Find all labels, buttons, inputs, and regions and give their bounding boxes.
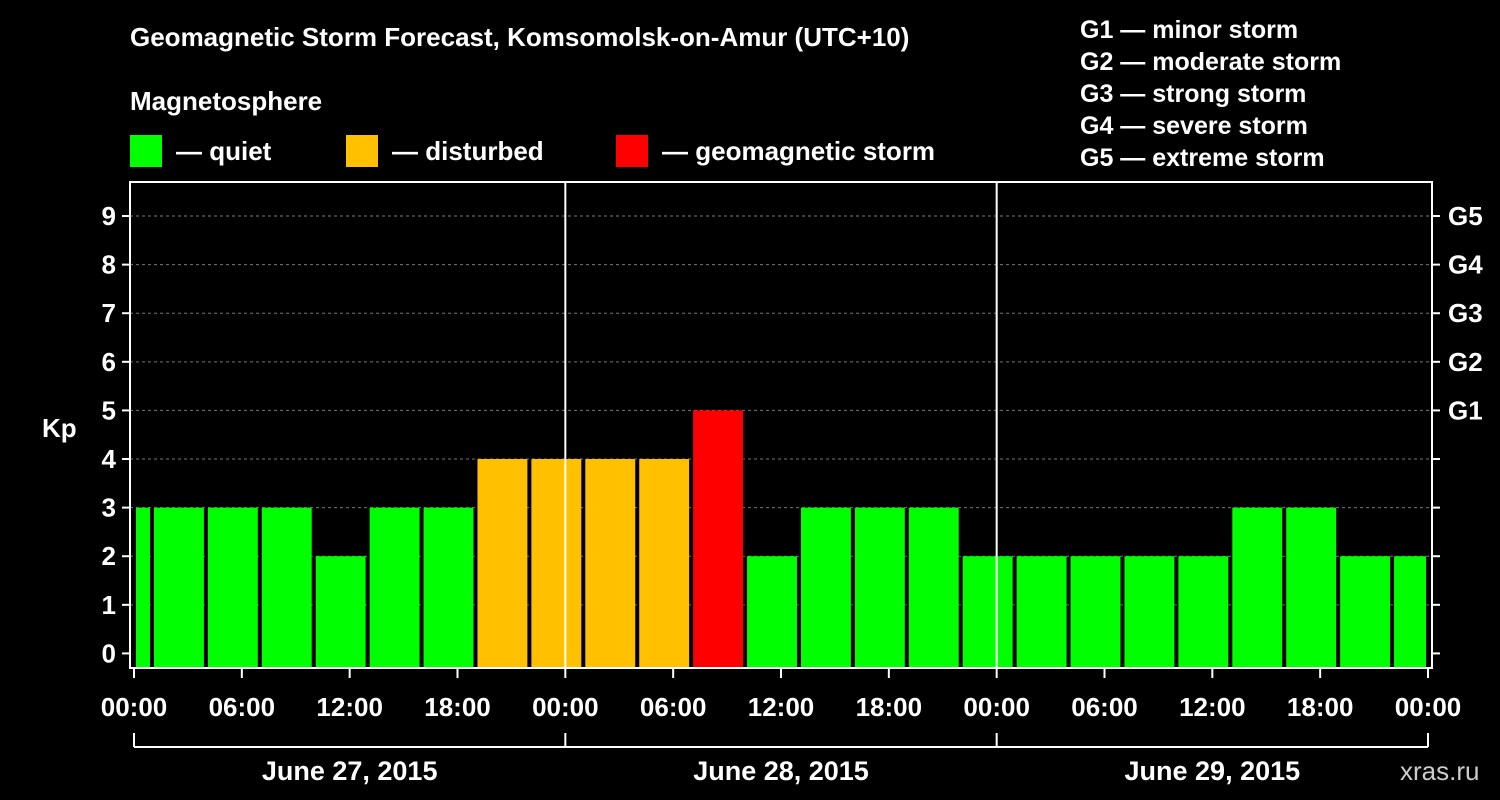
kp-bar [1286,507,1337,668]
x-tick-label: 00:00 [963,692,1030,722]
y-tick-label: 6 [102,347,116,377]
kp-bar [153,507,204,668]
x-tick-label: 12:00 [748,692,815,722]
kp-bar [1070,556,1121,668]
g-scale-label: G5 [1448,201,1483,231]
kp-bar [261,507,312,668]
x-tick-label: 06:00 [640,692,707,722]
kp-bar [639,459,690,668]
day-label: June 29, 2015 [1125,756,1301,786]
x-tick-label: 18:00 [424,692,491,722]
kp-bar [1178,556,1229,668]
legend-quiet: — quiet [130,135,271,167]
x-tick-label: 18:00 [1287,692,1354,722]
g-scale-label: G3 [1448,298,1483,328]
g-scale-label: G4 [1448,250,1483,280]
y-tick-label: 0 [102,638,116,668]
g-scale-label: G2 [1448,347,1483,377]
x-tick-label: 12:00 [1179,692,1246,722]
chart-title: Geomagnetic Storm Forecast, Komsomolsk-o… [130,22,910,52]
kp-bar [1232,507,1283,668]
storm-scale-g3: G3 — strong storm [1080,80,1307,108]
g-scale-label: G1 [1448,395,1483,425]
kp-bar [585,459,636,668]
kp-bar [531,459,582,668]
kp-bar [1394,556,1426,668]
y-tick-label: 2 [102,541,116,571]
x-tick-label: 00:00 [532,692,599,722]
x-tick-label: 00:00 [1395,692,1462,722]
x-tick-label: 00:00 [101,692,168,722]
y-tick-label: 9 [102,201,116,231]
kp-bar [423,507,474,668]
legend-quiet-label: — quiet [176,135,272,166]
kp-bar [693,410,744,668]
storm-scale-g2: G2 — moderate storm [1080,48,1342,76]
y-tick-label: 3 [102,493,116,523]
kp-bar [908,507,959,668]
x-tick-label: 06:00 [209,692,276,722]
kp-bar [747,556,797,668]
kp-bar [477,459,528,668]
legend-disturbed: — disturbed [346,135,544,167]
kp-bar [315,556,366,668]
kp-bar [1016,556,1067,668]
y-tick-label: 8 [102,250,116,280]
x-tick-label: 12:00 [316,692,383,722]
kp-bar [1124,556,1175,668]
kp-bar [136,507,150,668]
watermark: xras.ru [1400,756,1480,786]
storm-scale-g4: G4 — severe storm [1080,112,1308,140]
kp-bar [207,507,258,668]
y-tick-label: 4 [102,444,117,474]
legend-storm: — geomagnetic storm [616,135,935,167]
x-tick-label: 06:00 [1071,692,1138,722]
legend-storm-swatch [616,135,648,167]
storm-scale-legend: G1 — minor storm G2 — moderate storm G3 … [1080,14,1341,174]
kp-bar [962,556,1013,668]
day-label: June 27, 2015 [262,756,438,786]
storm-scale-g5: G5 — extreme storm [1080,144,1325,172]
kp-bar [854,507,905,668]
legend-storm-label: — geomagnetic storm [662,135,936,166]
x-tick-label: 18:00 [856,692,923,722]
legend-title: Magnetosphere [130,86,323,116]
legend-quiet-swatch [130,135,162,167]
storm-scale-g1: G1 — minor storm [1080,16,1299,44]
y-axis-label: Kp [42,413,77,443]
kp-bar [369,507,420,668]
y-tick-label: 5 [102,395,116,425]
y-tick-label: 7 [102,298,116,328]
legend-disturbed-swatch [346,135,378,167]
day-label: June 28, 2015 [693,756,869,786]
kp-bar [1340,556,1391,668]
kp-bar [800,507,851,668]
y-tick-label: 1 [102,590,116,620]
legend-disturbed-label: — disturbed [392,135,544,166]
